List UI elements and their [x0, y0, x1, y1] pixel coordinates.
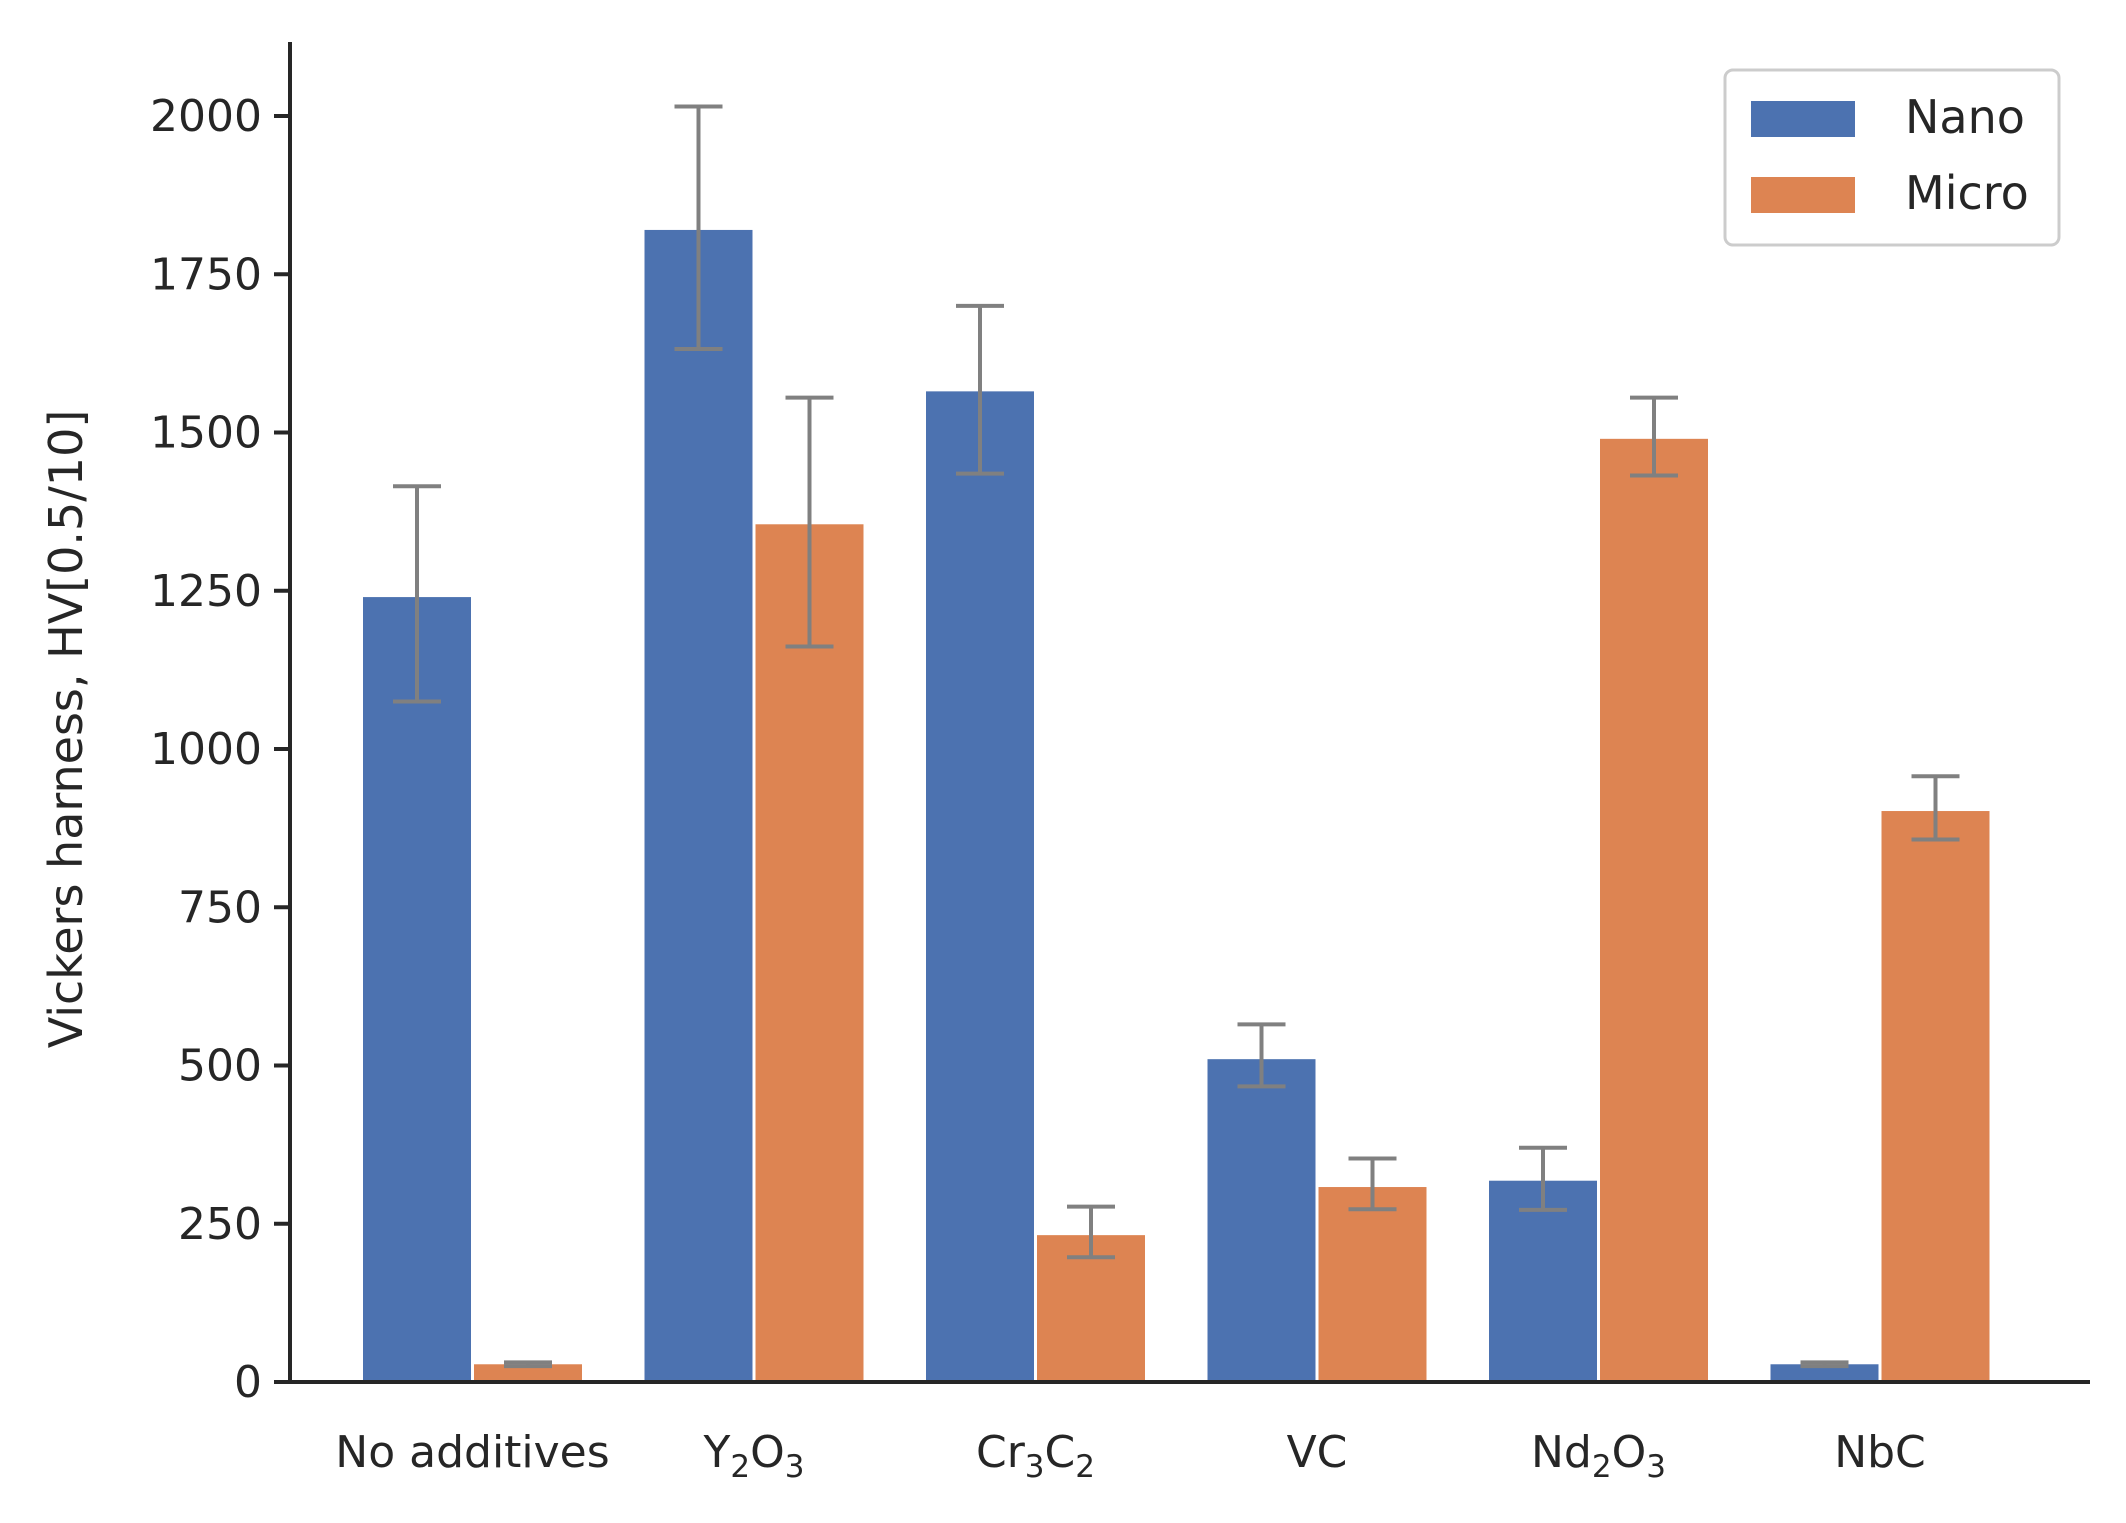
legend-swatch-nano [1751, 101, 1855, 137]
bar-micro-4 [1600, 438, 1708, 1383]
x-tick-label-2: Cr3C2 [976, 1427, 1095, 1485]
y-tick-label-2000: 2000 [150, 91, 262, 142]
bar-micro-1 [755, 524, 864, 1382]
y-tick-label-1250: 1250 [150, 566, 262, 617]
y-tick-label-750: 750 [178, 882, 262, 933]
legend-label-nano: Nano [1905, 90, 2025, 144]
x-tick-label-0: No additives [335, 1427, 609, 1478]
bar-micro-0 [474, 1364, 582, 1382]
x-tick-label-3: VC [1287, 1427, 1348, 1478]
bars-layer [363, 229, 1990, 1383]
x-tick-label-5: NbC [1834, 1427, 1926, 1478]
y-tick-label-1500: 1500 [150, 408, 262, 459]
y-axis-label: Vickers harness, HV[0.5/10] [39, 410, 93, 1049]
bar-nano-3 [1207, 1059, 1316, 1382]
bar-micro-2 [1037, 1235, 1145, 1382]
y-tick-label-0: 0 [234, 1357, 262, 1408]
error-bars-layer [393, 104, 1960, 1369]
legend-swatch-micro [1751, 177, 1855, 213]
legend: Nano Micro [1723, 68, 2061, 247]
x-tick-label-4: Nd2O3 [1531, 1427, 1666, 1485]
bar-micro-3 [1318, 1187, 1427, 1382]
legend-label-micro: Micro [1905, 166, 2029, 220]
bar-nano-2 [926, 391, 1034, 1383]
bar-nano-4 [1489, 1180, 1597, 1382]
bar-nano-0 [363, 597, 471, 1382]
bar-nano-1 [644, 229, 753, 1383]
bar-nano-5 [1770, 1364, 1879, 1382]
y-tick-label-1000: 1000 [150, 724, 262, 775]
y-tick-label-500: 500 [178, 1041, 262, 1092]
axes-layer: 0 250 500 750 1000 1250 1500 1750 2000 No additiv… [39, 42, 2090, 1485]
bar-micro-5 [1881, 811, 1990, 1382]
y-tick-label-250: 250 [178, 1199, 262, 1250]
x-tick-label-1: Y2O3 [703, 1427, 805, 1485]
y-tick-label-1750: 1750 [150, 249, 262, 300]
